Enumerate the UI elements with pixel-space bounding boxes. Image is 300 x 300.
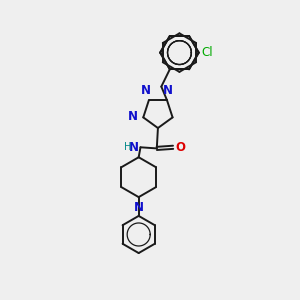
- Text: N: N: [134, 201, 144, 214]
- Text: N: N: [163, 84, 173, 97]
- Text: H: H: [124, 142, 131, 152]
- Text: Cl: Cl: [201, 46, 213, 59]
- Text: N: N: [129, 141, 140, 154]
- Text: O: O: [176, 141, 186, 154]
- Text: N: N: [141, 85, 151, 98]
- Text: N: N: [128, 110, 138, 123]
